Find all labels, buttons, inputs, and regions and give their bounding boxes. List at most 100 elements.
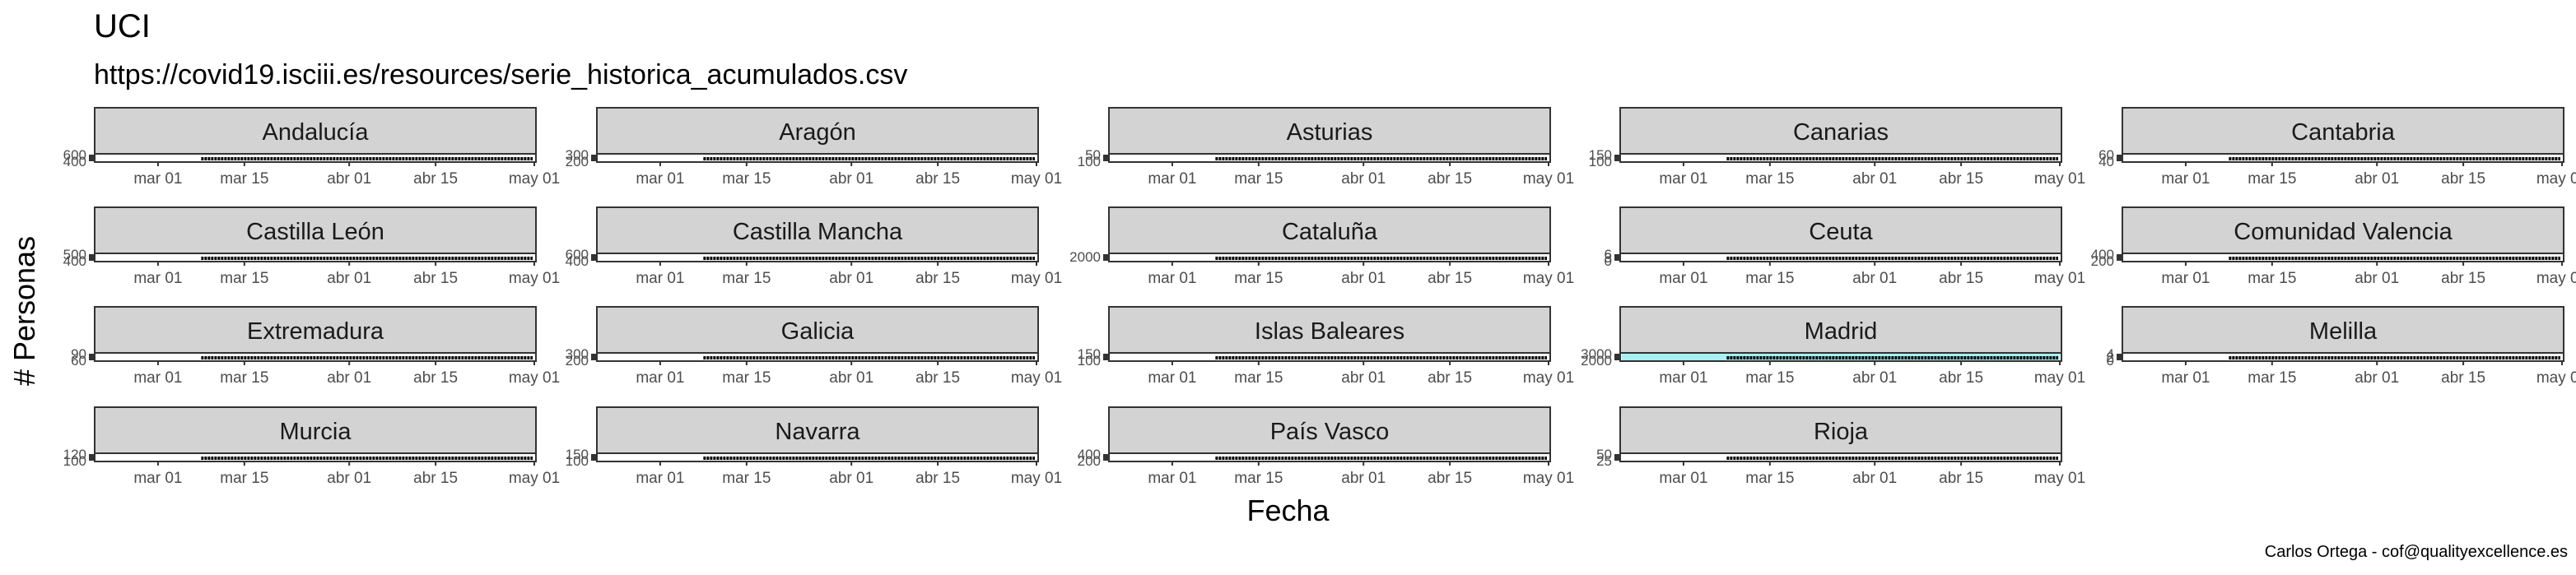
y-tick-marks (2117, 254, 2122, 261)
y-tick-label: 100 (566, 453, 589, 469)
y-tick-marks (591, 454, 596, 461)
y-tick-label: 600 (566, 247, 589, 262)
facet-strip (596, 206, 1039, 254)
facet-strip (1619, 306, 2062, 354)
y-axis-label: # Personas (7, 235, 41, 387)
x-tick-label: abr 15 (413, 170, 458, 188)
x-tick-label: abr 01 (327, 170, 371, 188)
x-tick-label: abr 01 (829, 470, 873, 487)
x-tick-label: abr 01 (1852, 170, 1897, 188)
x-tick-label: abr 01 (829, 369, 873, 387)
x-tick-label: mar 01 (133, 470, 182, 487)
y-tick-label: 90 (71, 346, 86, 362)
x-tick-label: abr 01 (2355, 270, 2399, 287)
y-tick-label: 3000 (1581, 346, 1612, 362)
x-tick-label: may 01 (1523, 369, 1574, 387)
x-tick-label: mar 15 (722, 170, 771, 188)
x-tick-label: may 01 (2034, 470, 2085, 487)
x-tick-label: mar 15 (722, 470, 771, 487)
x-axis-label: Fecha (1246, 494, 1330, 527)
facet-strip (596, 306, 1039, 354)
x-tick-label: mar 15 (220, 470, 268, 487)
x-tick-label: mar 01 (636, 470, 684, 487)
x-tick-label: may 01 (509, 170, 560, 188)
x-tick-label: mar 01 (2161, 270, 2210, 287)
x-tick-label: mar 15 (722, 270, 771, 287)
x-tick-label: abr 15 (915, 170, 960, 188)
facet-strip-label: Madrid (1805, 318, 1878, 345)
x-tick-label: mar 15 (220, 170, 268, 188)
facet-strip (1619, 107, 2062, 155)
facet-strip (596, 107, 1039, 155)
x-tick-label: mar 01 (1659, 170, 1707, 188)
y-tick-marks (89, 454, 94, 461)
facet-strip-label: Ceuta (1809, 219, 1873, 245)
x-tick-label: mar 15 (1234, 170, 1283, 188)
facet-strip-label: Rioja (1814, 419, 1869, 445)
y-tick-label: 200 (1078, 453, 1101, 469)
y-tick-label: 150 (566, 447, 589, 462)
y-tick-label: 25 (1596, 453, 1612, 469)
facet-strip-label: Murcia (279, 419, 352, 445)
y-tick-label: 100 (1078, 154, 1101, 169)
facet-strip (2122, 107, 2564, 155)
x-tick-label: may 01 (1523, 170, 1574, 188)
y-tick-label: 120 (63, 447, 86, 462)
chart-subtitle: https://covid19.isciii.es/resources/seri… (94, 59, 908, 90)
x-tick-label: mar 01 (636, 369, 684, 387)
x-tick-label: may 01 (509, 470, 560, 487)
x-tick-label: abr 15 (1939, 170, 1983, 188)
x-tick-label: mar 01 (1148, 470, 1196, 487)
y-tick-marks (1103, 155, 1108, 161)
y-tick-label: 400 (1078, 447, 1101, 462)
x-tick-label: abr 01 (1852, 470, 1897, 487)
x-tick-label: abr 15 (1428, 170, 1472, 188)
x-tick-label: abr 15 (1428, 369, 1472, 387)
x-tick-label: abr 15 (2441, 170, 2485, 188)
x-tick-label: mar 01 (636, 170, 684, 188)
y-tick-label: 500 (63, 247, 86, 262)
x-tick-label: abr 01 (327, 369, 371, 387)
x-tick-label: may 01 (1523, 470, 1574, 487)
x-tick-label: may 01 (1011, 369, 1062, 387)
y-tick-marks (1614, 454, 1619, 461)
y-tick-label: 2000 (1581, 353, 1612, 369)
x-tick-label: abr 01 (327, 470, 371, 487)
y-tick-label: 60 (71, 353, 86, 369)
x-tick-label: mar 01 (2161, 170, 2210, 188)
x-tick-label: mar 15 (220, 270, 268, 287)
x-tick-label: may 01 (2034, 270, 2085, 287)
x-tick-label: may 01 (2536, 270, 2576, 287)
x-tick-label: mar 15 (2248, 170, 2296, 188)
y-tick-label: 300 (566, 147, 589, 163)
x-tick-label: abr 01 (829, 270, 873, 287)
facet-strip-label: Islas Baleares (1255, 318, 1404, 345)
x-tick-label: abr 15 (1428, 270, 1472, 287)
y-tick-label: 400 (566, 253, 589, 269)
x-tick-label: abr 01 (1341, 470, 1386, 487)
facet-strip-label: Castilla León (246, 219, 384, 245)
x-tick-label: mar 01 (1659, 369, 1707, 387)
x-tick-label: mar 15 (1745, 270, 1794, 287)
y-tick-label: 150 (1078, 346, 1101, 362)
y-tick-label: 3 (1605, 250, 1612, 266)
y-tick-label: 400 (2091, 247, 2114, 262)
x-tick-label: abr 15 (413, 270, 458, 287)
x-tick-label: mar 01 (1659, 270, 1707, 287)
facet-strip-label: Castilla Mancha (733, 219, 903, 245)
x-tick-label: mar 15 (1234, 369, 1283, 387)
x-tick-label: mar 15 (1234, 470, 1283, 487)
x-tick-label: mar 15 (1745, 470, 1794, 487)
y-tick-marks (1614, 354, 1619, 360)
facet-strip-label: Asturias (1287, 119, 1373, 146)
y-tick-label: 200 (566, 154, 589, 169)
x-tick-label: may 01 (1011, 170, 1062, 188)
